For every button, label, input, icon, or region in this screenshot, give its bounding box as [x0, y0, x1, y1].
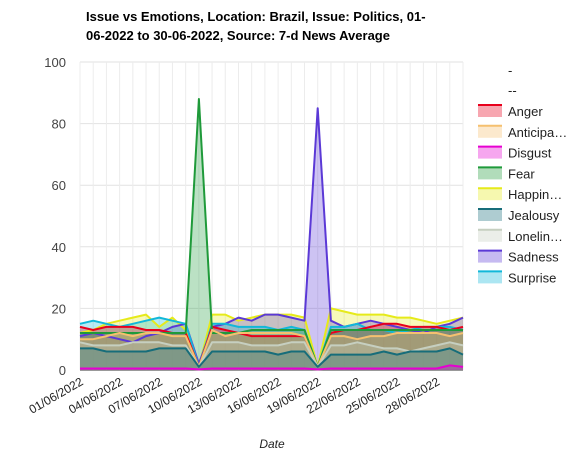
- legend-item-happiness[interactable]: Happin…: [478, 187, 562, 202]
- legend-swatch: [478, 250, 502, 263]
- legend-label: Anticipa…: [508, 125, 567, 140]
- legend-label: Fear: [508, 166, 535, 181]
- chart-title: Issue vs Emotions, Location: Brazil, Iss…: [86, 9, 426, 43]
- legend-swatch: [478, 271, 502, 284]
- y-tick-label: 0: [59, 363, 66, 378]
- legend-item-anger[interactable]: Anger: [478, 104, 543, 119]
- legend-label: Jealousy: [508, 208, 560, 223]
- x-axis-ticks: 01/06/202204/06/202207/06/202210/06/2022…: [26, 374, 442, 416]
- legend-label: Happin…: [508, 187, 562, 202]
- legend-label: Disgust: [508, 146, 552, 161]
- line-anticipation: [80, 329, 464, 368]
- y-tick-label: 80: [52, 117, 66, 132]
- legend-item-loneliness[interactable]: Lonelin…: [478, 228, 563, 244]
- legend-swatch: [478, 167, 502, 180]
- line-jealousy: [80, 347, 464, 368]
- legend-item-anticipation[interactable]: Anticipa…: [478, 124, 567, 140]
- legend-item-disgust[interactable]: Disgust: [478, 145, 552, 161]
- legend-header: -: [508, 63, 512, 78]
- legend[interactable]: ---AngerAnticipa…DisgustFearHappin…Jealo…: [478, 63, 567, 285]
- line-anger: [79, 322, 464, 368]
- legend-swatch: [478, 105, 502, 117]
- line-loneliness: [79, 341, 464, 368]
- y-axis-ticks: 0 20 40 60 80 100: [44, 55, 66, 378]
- legend-label: Surprise: [508, 270, 556, 285]
- legend-swatch: [478, 125, 502, 138]
- line-disgust: [80, 364, 464, 371]
- legend-swatch: [478, 146, 502, 159]
- legend-item-surprise[interactable]: Surprise: [478, 270, 556, 285]
- area-jealousy: [80, 348, 463, 370]
- area-anticipation: [80, 330, 463, 370]
- area-sadness: [80, 108, 463, 370]
- y-tick-label: 40: [52, 240, 66, 255]
- legend-swatch: [478, 209, 502, 221]
- y-tick-label: 60: [52, 178, 66, 193]
- legend-item-jealousy[interactable]: Jealousy: [478, 208, 560, 223]
- x-axis-title: Date: [259, 437, 285, 451]
- legend-label: Sadness: [508, 250, 559, 265]
- legend-swatch: [478, 229, 502, 242]
- legend-swatch: [478, 188, 502, 201]
- legend-label: Anger: [508, 104, 543, 119]
- legend-header: --: [508, 83, 517, 98]
- y-tick-label: 20: [52, 301, 66, 316]
- series-lines: [79, 98, 464, 371]
- legend-item-sadness[interactable]: Sadness: [478, 249, 559, 265]
- legend-item-fear[interactable]: Fear: [478, 166, 535, 181]
- legend-label: Lonelin…: [508, 229, 563, 244]
- line-sadness: [79, 107, 464, 365]
- grid-lines: [79, 61, 464, 371]
- area-fear: [80, 99, 463, 370]
- y-tick-label: 100: [44, 55, 66, 70]
